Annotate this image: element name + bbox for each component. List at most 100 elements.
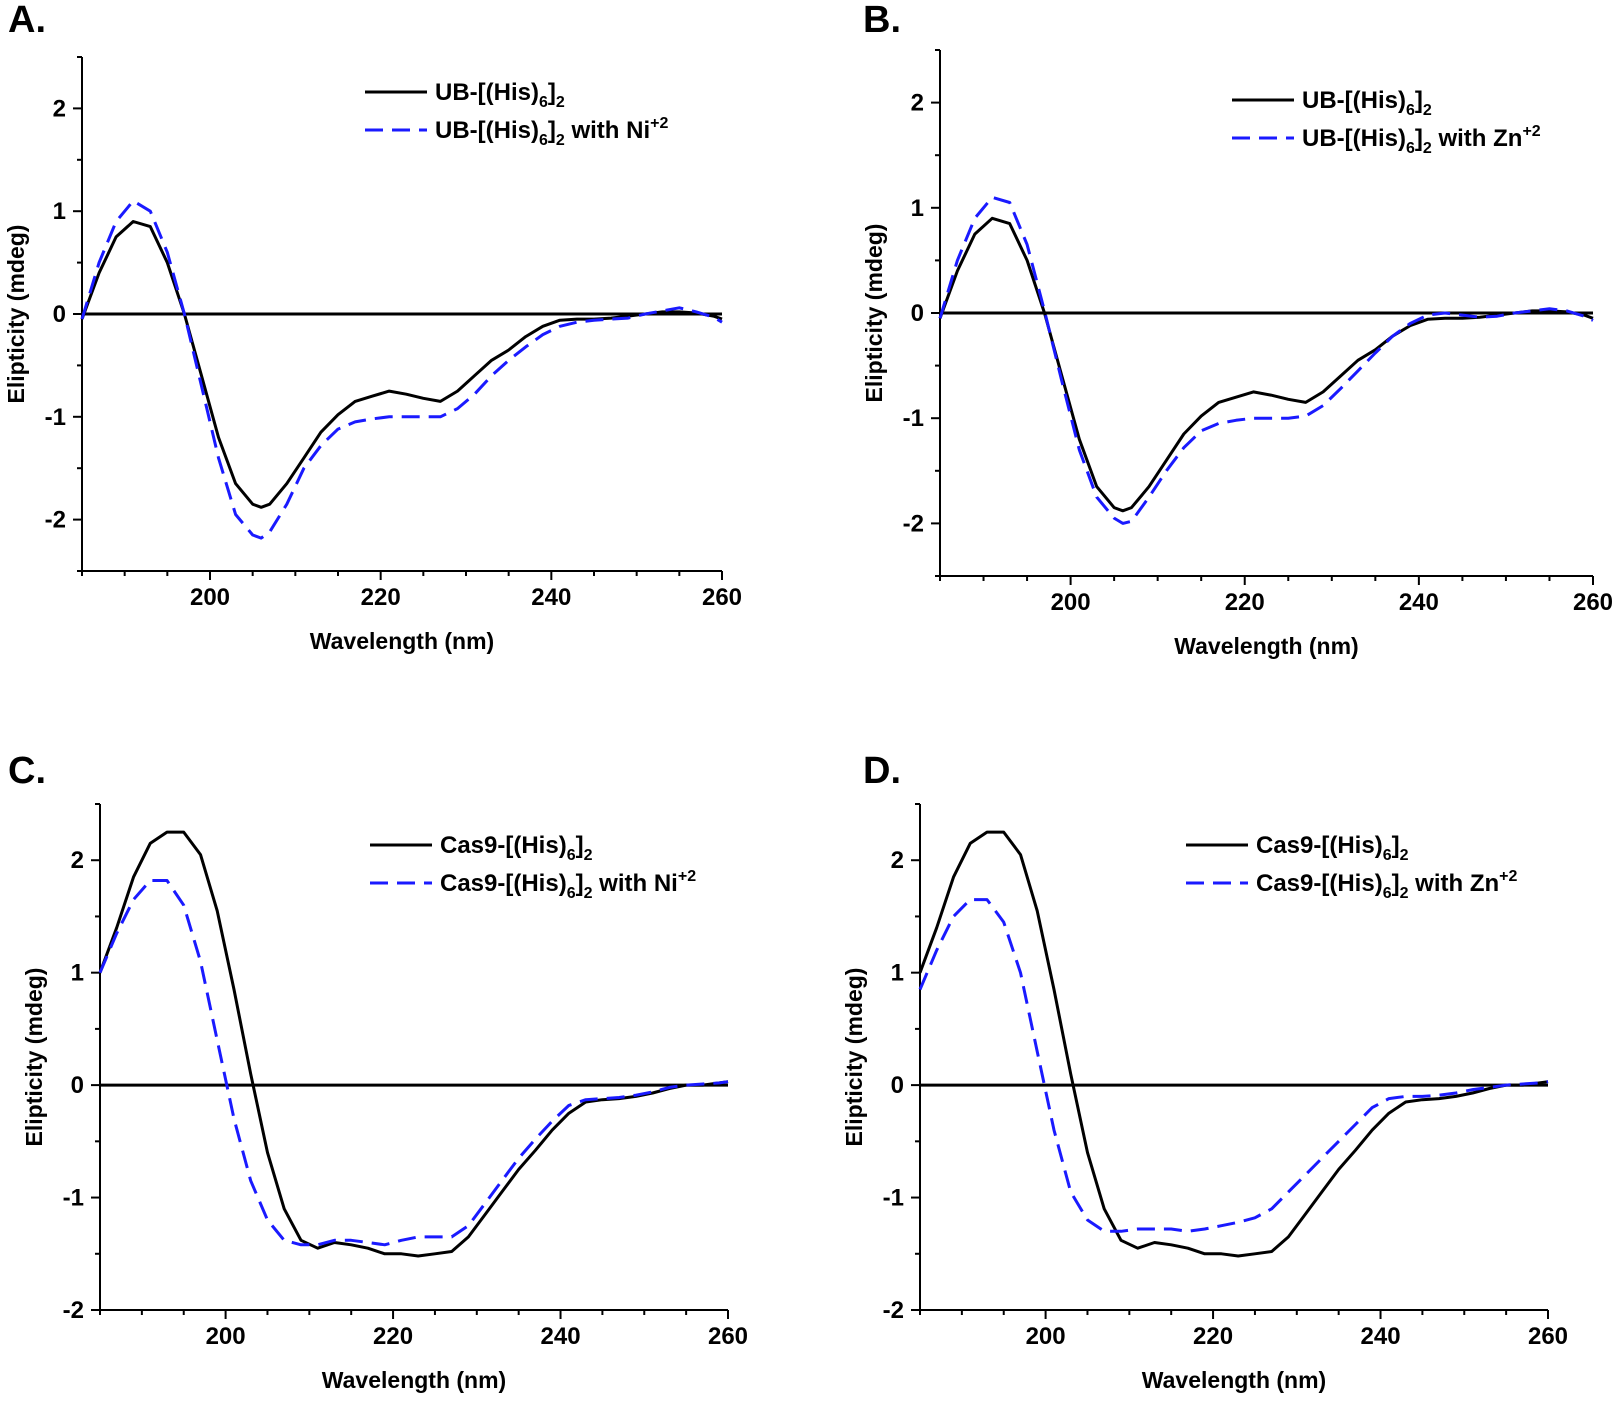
- legend: UB-[(His)6]2UB-[(His)6]2 with Ni+2: [365, 79, 668, 149]
- x-tick-label: 240: [541, 1323, 581, 1350]
- y-tick-label: 0: [53, 301, 66, 328]
- series-line-with-metal: [918, 898, 1549, 1233]
- legend-entry: Cas9-[(His)6]2 with Zn+2: [1256, 868, 1518, 902]
- legend-text-part: with Zn: [1409, 870, 1500, 897]
- legend-text-part: 2: [1400, 847, 1409, 864]
- legend-text-part: ]: [548, 79, 556, 106]
- legend-text-part: with Ni: [565, 117, 650, 144]
- legend-text-part: 2: [556, 132, 565, 149]
- x-axis-title: Wavelength (nm): [1174, 633, 1358, 659]
- y-tick-label: -1: [63, 1185, 84, 1212]
- chart-panel-2: B. -2 -1 0 1 2 200 220 240 260 Wavelength (nm) Elip…: [861, 0, 1613, 659]
- y-axis-title: Elipticity (mdeg): [21, 968, 47, 1147]
- legend-text-part: 2: [584, 885, 593, 902]
- legend: UB-[(His)6]2UB-[(His)6]2 with Zn+2: [1232, 87, 1541, 157]
- legend-text-part: 6: [1406, 140, 1415, 157]
- legend-text-part: 2: [1423, 102, 1432, 119]
- legend-entry: UB-[(His)6]2: [1302, 87, 1432, 119]
- legend-text-part: 6: [1383, 885, 1392, 902]
- y-tick-label: 2: [891, 847, 904, 874]
- legend-text-part: 2: [1400, 885, 1409, 902]
- y-tick-label: 1: [911, 195, 924, 222]
- legend-text-part: 6: [539, 132, 548, 149]
- x-tick-label: 240: [1399, 589, 1439, 616]
- y-tick-label: 2: [911, 90, 924, 117]
- series-line-protein: [80, 220, 723, 509]
- legend-text-part: +2: [1499, 868, 1517, 885]
- y-tick-label: 1: [891, 960, 904, 987]
- x-tick-label: 240: [531, 584, 571, 611]
- legend-entry: UB-[(His)6]2 with Zn+2: [1302, 123, 1541, 157]
- series-line-with-metal: [80, 199, 723, 540]
- y-tick-label: -1: [903, 405, 924, 432]
- series-line-with-metal: [938, 195, 1594, 525]
- legend-text-part: 2: [584, 847, 593, 864]
- legend-text-part: 6: [567, 847, 576, 864]
- series-line-protein: [918, 830, 1549, 1258]
- legend-text-part: ]: [1392, 832, 1400, 859]
- legend-text-part: 6: [1383, 847, 1392, 864]
- y-tick-label: -2: [883, 1297, 904, 1324]
- panel-letter: B.: [863, 0, 901, 41]
- legend-text-part: +2: [1522, 123, 1540, 140]
- x-tick-label: 260: [1573, 589, 1613, 616]
- x-tick-label: 260: [708, 1323, 748, 1350]
- legend-text-part: Cas9-[(His): [1256, 832, 1383, 859]
- y-axis-title: Elipticity (mdeg): [861, 224, 887, 403]
- y-axis-title: Elipticity (mdeg): [3, 225, 29, 404]
- y-axis-title: Elipticity (mdeg): [841, 968, 867, 1147]
- x-tick-label: 260: [1528, 1323, 1568, 1350]
- legend-text-part: 6: [539, 94, 548, 111]
- y-tick-label: 2: [71, 847, 84, 874]
- chart-panel-3: C. -2 -1 0 1 2 200 220 240 260 Wavelength (nm) Elip…: [8, 750, 748, 1393]
- y-tick-label: 0: [911, 300, 924, 327]
- x-axis-title: Wavelength (nm): [310, 628, 494, 654]
- legend-text-part: Cas9-[(His): [440, 832, 567, 859]
- y-tick-label: -2: [45, 507, 66, 534]
- legend-text-part: 2: [1423, 140, 1432, 157]
- legend-text-part: 6: [567, 885, 576, 902]
- legend-text-part: UB-[(His): [1302, 125, 1406, 152]
- y-tick-label: -1: [883, 1185, 904, 1212]
- chart-panel-1: A. -2 -1 0 1 2 200 220 240 260 Wavelength (nm) Elip…: [3, 0, 742, 654]
- legend-text-part: ]: [576, 832, 584, 859]
- legend-entry: Cas9-[(His)6]2: [440, 832, 593, 864]
- legend-entry: UB-[(His)6]2 with Ni+2: [435, 115, 668, 149]
- series-line-protein: [98, 830, 729, 1258]
- chart-panel-4: D. -2 -1 0 1 2 200 220 240 260 Wavelength (nm) Elip…: [841, 750, 1568, 1393]
- legend-entry: Cas9-[(His)6]2 with Ni+2: [440, 868, 696, 902]
- legend-text-part: with Ni: [593, 870, 678, 897]
- y-tick-label: -2: [63, 1297, 84, 1324]
- x-axis-title: Wavelength (nm): [322, 1367, 506, 1393]
- legend-text-part: ]: [1415, 87, 1423, 114]
- panel-letter: A.: [8, 0, 46, 41]
- panel-letter: C.: [8, 750, 46, 792]
- legend-text-part: ]: [576, 870, 584, 897]
- x-axis-title: Wavelength (nm): [1142, 1367, 1326, 1393]
- legend-text-part: +2: [678, 868, 696, 885]
- legend-text-part: Cas9-[(His): [440, 870, 567, 897]
- legend-text-part: ]: [1392, 870, 1400, 897]
- legend-text-part: UB-[(His): [435, 79, 539, 106]
- x-tick-label: 220: [1225, 589, 1265, 616]
- x-tick-label: 200: [190, 584, 230, 611]
- legend-text-part: ]: [548, 117, 556, 144]
- y-tick-label: 2: [53, 95, 66, 122]
- x-tick-label: 220: [361, 584, 401, 611]
- legend-text-part: 2: [556, 94, 565, 111]
- y-tick-label: 0: [891, 1072, 904, 1099]
- legend-text-part: 6: [1406, 102, 1415, 119]
- series-line-with-metal: [98, 879, 729, 1247]
- x-tick-label: 260: [702, 584, 742, 611]
- y-tick-label: 1: [53, 198, 66, 225]
- x-tick-label: 220: [373, 1323, 413, 1350]
- y-tick-label: 0: [71, 1072, 84, 1099]
- legend-text-part: ]: [1415, 125, 1423, 152]
- y-tick-label: -1: [45, 404, 66, 431]
- legend-text-part: UB-[(His): [435, 117, 539, 144]
- series-line-protein: [938, 216, 1594, 513]
- x-tick-label: 200: [1026, 1323, 1066, 1350]
